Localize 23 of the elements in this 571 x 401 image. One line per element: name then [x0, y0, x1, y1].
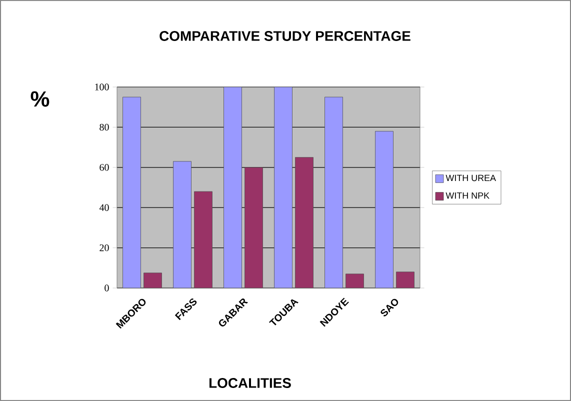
y-axis-title: %: [30, 91, 50, 107]
legend-label: WITH NPK: [446, 192, 490, 199]
bar: [324, 96, 343, 288]
bar: [295, 157, 314, 288]
y-tick-label: 100: [95, 84, 109, 90]
bar: [194, 191, 212, 288]
bar: [224, 86, 242, 288]
y-tick-label: 0: [104, 284, 109, 292]
x-axis-title: LOCALITIES: [209, 378, 291, 388]
chart-title: COMPARATIVE STUDY PERCENTAGE: [160, 31, 410, 41]
y-tick-label: 20: [100, 244, 109, 252]
bar: [274, 86, 292, 288]
bar: [375, 131, 394, 288]
y-tick-label: 40: [99, 204, 109, 211]
bar: [346, 274, 364, 288]
bar: [244, 167, 263, 288]
legend-label: WITH UREA: [446, 174, 496, 182]
bar: [173, 161, 192, 288]
y-tick-label: 60: [100, 164, 109, 171]
y-tick-label: 80: [100, 124, 109, 131]
bar: [122, 96, 141, 288]
bar: [144, 272, 162, 288]
bar: [396, 272, 414, 288]
